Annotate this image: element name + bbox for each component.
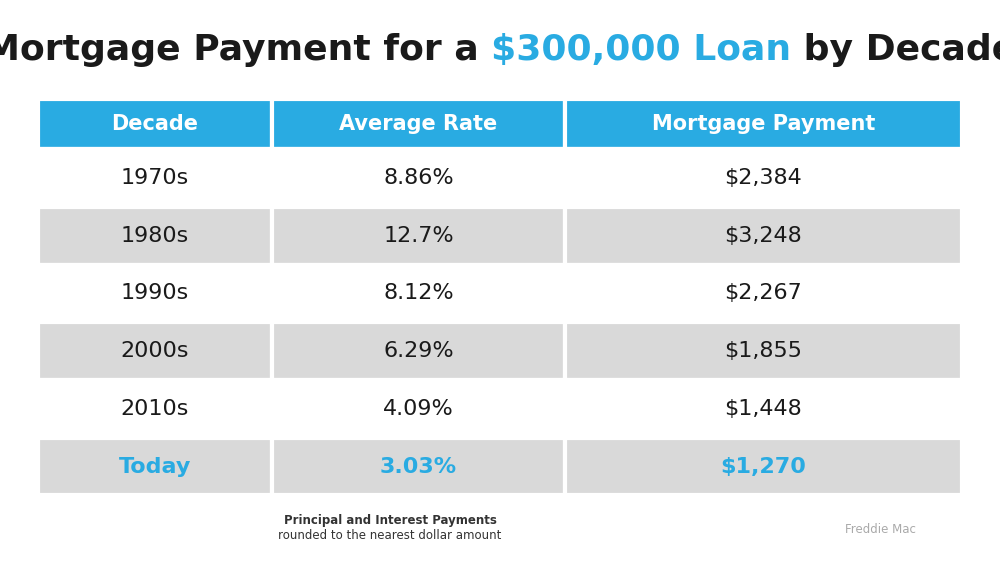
Bar (272, 149, 565, 207)
Text: 12.7%: 12.7% (383, 226, 454, 246)
Text: Principal and Interest Payments: Principal and Interest Payments (284, 514, 496, 528)
Bar (565, 265, 962, 322)
Text: Average Rate: Average Rate (339, 114, 498, 134)
Text: Mortgage Payment for a: Mortgage Payment for a (0, 562, 1, 563)
Text: 1970s: 1970s (121, 168, 189, 188)
Text: $1,448: $1,448 (725, 399, 802, 419)
Text: by Decade: by Decade (0, 562, 1, 563)
Bar (565, 99, 962, 149)
Text: $2,267: $2,267 (725, 283, 802, 303)
Text: 3.03%: 3.03% (380, 457, 457, 477)
Text: $300,000 Loan: $300,000 Loan (491, 33, 791, 66)
Text: Decade: Decade (112, 114, 198, 134)
Bar (38, 380, 272, 438)
Bar (565, 322, 962, 380)
Text: 2010s: 2010s (121, 399, 189, 419)
Bar (38, 207, 272, 265)
Text: Mortgage Payment: Mortgage Payment (652, 114, 875, 134)
Text: 2000s: 2000s (121, 341, 189, 361)
Text: by Decade: by Decade (791, 33, 1000, 66)
Bar (272, 322, 565, 380)
Text: 1990s: 1990s (121, 283, 189, 303)
Text: Mortgage Payment for a $300,000 Loan by Decade: Mortgage Payment for a $300,000 Loan by … (0, 562, 1, 563)
Bar (565, 207, 962, 265)
Text: $1,855: $1,855 (724, 341, 802, 361)
Bar (565, 380, 962, 438)
Bar (272, 265, 565, 322)
Bar (565, 438, 962, 495)
Bar (272, 207, 565, 265)
Text: Today: Today (119, 457, 191, 477)
Bar (272, 438, 565, 495)
Text: 8.12%: 8.12% (383, 283, 454, 303)
Text: 6.29%: 6.29% (383, 341, 454, 361)
Bar (38, 99, 272, 149)
Text: 1980s: 1980s (121, 226, 189, 246)
Text: $2,384: $2,384 (725, 168, 802, 188)
Text: 4.09%: 4.09% (383, 399, 454, 419)
Bar (272, 99, 565, 149)
Text: Freddie Mac: Freddie Mac (845, 522, 915, 536)
Bar (272, 380, 565, 438)
Bar (38, 149, 272, 207)
Text: 8.86%: 8.86% (383, 168, 454, 188)
Bar (38, 438, 272, 495)
Text: Mortgage Payment for a: Mortgage Payment for a (0, 33, 491, 66)
Text: $300,000 Loan: $300,000 Loan (0, 562, 1, 563)
Text: $1,270: $1,270 (721, 457, 806, 477)
Text: rounded to the nearest dollar amount: rounded to the nearest dollar amount (278, 529, 502, 543)
Bar (565, 149, 962, 207)
Text: $3,248: $3,248 (725, 226, 802, 246)
Bar (38, 265, 272, 322)
Bar (38, 322, 272, 380)
